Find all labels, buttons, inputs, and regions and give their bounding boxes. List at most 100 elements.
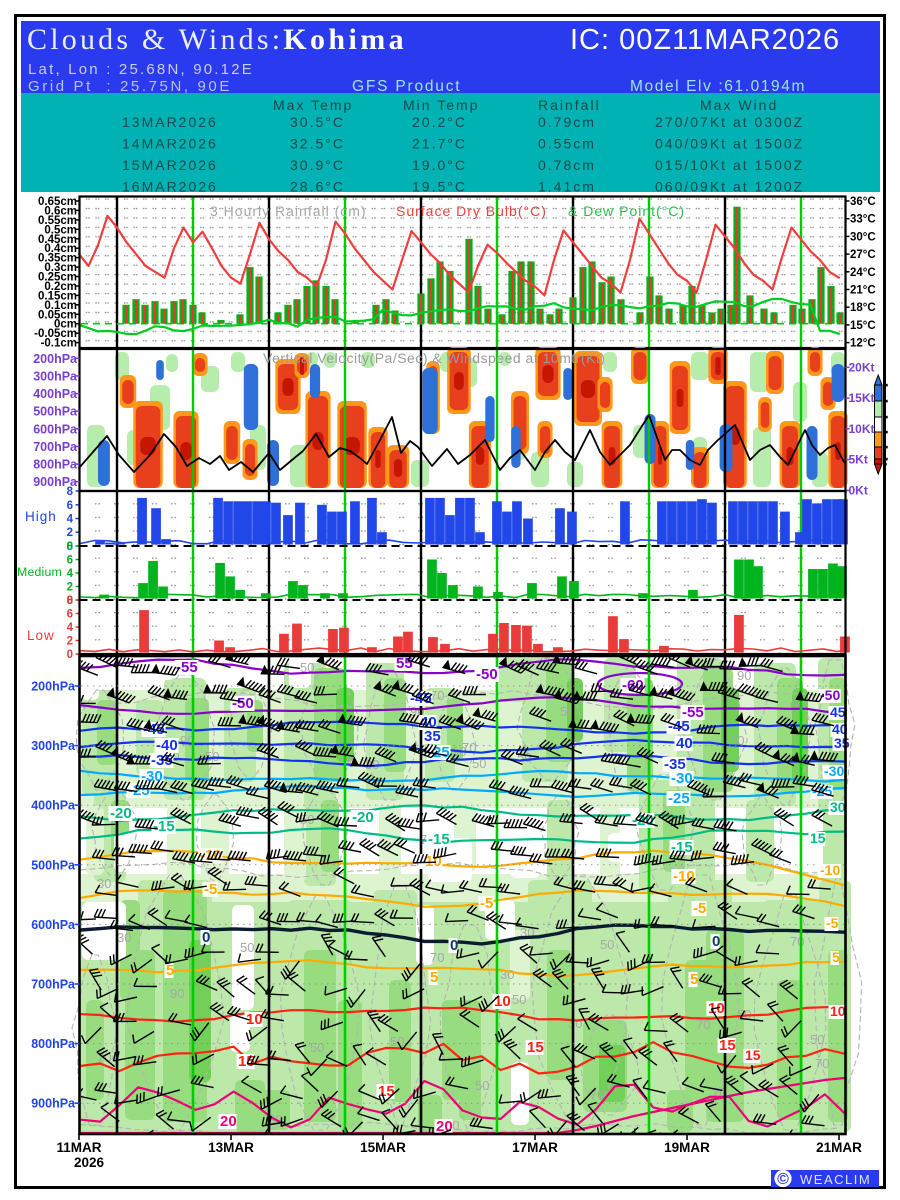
svg-text:0.55cm: 0.55cm: [38, 215, 77, 227]
svg-text:0.3cm: 0.3cm: [44, 262, 77, 274]
svg-text:50: 50: [300, 812, 314, 827]
svg-text:2: 2: [67, 527, 73, 539]
svg-text:400hPa: 400hPa: [31, 799, 76, 813]
svg-text:Lat, Lon : 25.68N, 90.12E: Lat, Lon : 25.68N, 90.12E: [28, 61, 254, 78]
svg-text:8: 8: [67, 595, 74, 607]
svg-text:8: 8: [67, 541, 74, 553]
svg-text:Low: Low: [27, 628, 55, 643]
svg-text:0.78cm: 0.78cm: [538, 157, 596, 173]
svg-text:-50: -50: [476, 666, 498, 683]
svg-text:33°C: 33°C: [850, 214, 876, 226]
svg-text:900hPa: 900hPa: [31, 1097, 76, 1111]
svg-text:21MAR: 21MAR: [816, 1140, 862, 1155]
svg-text:5: 5: [430, 969, 438, 986]
svg-text:70: 70: [590, 1087, 604, 1102]
svg-text:5Kt: 5Kt: [849, 453, 868, 467]
svg-text:040/09Kt at 1500Z: 040/09Kt at 1500Z: [655, 136, 804, 152]
svg-text:-5: -5: [693, 900, 706, 917]
svg-text:-35: -35: [664, 756, 686, 773]
svg-text:0.45cm: 0.45cm: [38, 234, 77, 246]
svg-text:GFS Product: GFS Product: [352, 78, 461, 95]
svg-text:15°C: 15°C: [850, 320, 876, 332]
svg-text:15: 15: [719, 1037, 736, 1054]
svg-text:015/10Kt at 1500Z: 015/10Kt at 1500Z: [655, 157, 804, 173]
svg-text:Rainfall: Rainfall: [538, 97, 601, 113]
svg-text:-0.1cm: -0.1cm: [41, 338, 77, 350]
svg-text:5: 5: [832, 949, 840, 965]
svg-text:40: 40: [676, 735, 693, 752]
svg-text:21°C: 21°C: [850, 285, 876, 297]
svg-text:30.5°C: 30.5°C: [290, 114, 345, 130]
svg-text:-25: -25: [428, 744, 450, 761]
svg-text:19MAR: 19MAR: [664, 1140, 710, 1155]
svg-text:8: 8: [67, 486, 74, 498]
svg-text:50: 50: [390, 1034, 404, 1049]
svg-text:19.0°C: 19.0°C: [412, 157, 467, 173]
svg-text:30°C: 30°C: [850, 231, 876, 243]
svg-text:Clouds & Winds:Kohima: Clouds & Winds:Kohima: [27, 23, 407, 56]
svg-text:15Kt: 15Kt: [849, 391, 875, 405]
svg-text:15MAR: 15MAR: [360, 1140, 406, 1155]
svg-text:-25: -25: [668, 790, 690, 807]
svg-text:6: 6: [67, 500, 73, 512]
svg-text:200hPa: 200hPa: [31, 680, 76, 694]
svg-text:50: 50: [730, 733, 744, 748]
svg-text:30: 30: [830, 799, 846, 815]
svg-text:©: ©: [777, 1171, 789, 1188]
svg-text:500hPa: 500hPa: [33, 405, 78, 419]
svg-text:27°C: 27°C: [850, 249, 876, 261]
svg-text:600hPa: 600hPa: [31, 918, 76, 932]
svg-text:0.65cm: 0.65cm: [38, 196, 77, 208]
svg-text:0.35cm: 0.35cm: [38, 253, 77, 265]
svg-text:14MAR2026: 14MAR2026: [122, 136, 218, 152]
svg-text:50: 50: [810, 1032, 824, 1047]
svg-text:IC: 00Z11MAR2026: IC: 00Z11MAR2026: [570, 24, 840, 56]
svg-text:0Kt: 0Kt: [849, 483, 868, 497]
svg-text:600hPa: 600hPa: [33, 422, 78, 436]
svg-text:-30: -30: [824, 763, 844, 779]
svg-text:2: 2: [67, 636, 73, 648]
svg-text:700hPa: 700hPa: [31, 978, 76, 992]
svg-text:-50: -50: [232, 695, 254, 712]
svg-text:70: 70: [815, 1056, 829, 1071]
svg-text:-55: -55: [682, 704, 704, 721]
svg-text:0: 0: [67, 649, 73, 661]
svg-text:0cm: 0cm: [54, 319, 77, 331]
svg-text:10: 10: [494, 993, 511, 1010]
svg-text:800hPa: 800hPa: [33, 458, 78, 472]
svg-text:-0.05cm: -0.05cm: [34, 328, 77, 340]
svg-text:-50: -50: [820, 687, 840, 703]
svg-text:0: 0: [450, 937, 458, 954]
svg-text:0: 0: [202, 929, 210, 946]
svg-text:90: 90: [737, 668, 751, 683]
svg-text:32.5°C: 32.5°C: [290, 136, 345, 152]
svg-text:Max Wind: Max Wind: [700, 97, 778, 113]
svg-text:400hPa: 400hPa: [33, 387, 78, 401]
svg-text:0.4cm: 0.4cm: [44, 243, 77, 255]
svg-text:2: 2: [67, 582, 73, 594]
svg-text:0.15cm: 0.15cm: [38, 290, 77, 302]
svg-text:Model Elv :61.0194m: Model Elv :61.0194m: [630, 78, 806, 95]
svg-text:0.1cm: 0.1cm: [44, 300, 77, 312]
svg-text:19.5°C: 19.5°C: [412, 179, 467, 195]
svg-text:15: 15: [810, 830, 826, 846]
svg-text:18°C: 18°C: [850, 302, 876, 314]
svg-text:17MAR: 17MAR: [512, 1140, 558, 1155]
svg-text:200hPa: 200hPa: [33, 352, 78, 366]
svg-text:5: 5: [166, 962, 174, 979]
svg-text:30: 30: [568, 1016, 582, 1031]
svg-text:24°C: 24°C: [850, 267, 876, 279]
svg-text:Medium: Medium: [17, 565, 62, 579]
svg-text:Min Temp: Min Temp: [403, 97, 479, 113]
svg-text:16MAR2026: 16MAR2026: [122, 179, 218, 195]
svg-text:50: 50: [600, 937, 614, 952]
svg-text:0: 0: [67, 541, 73, 553]
svg-text:0: 0: [67, 595, 73, 607]
svg-text:6: 6: [67, 555, 73, 567]
svg-text:300hPa: 300hPa: [31, 739, 76, 753]
svg-text:30: 30: [117, 930, 131, 945]
svg-text:35: 35: [424, 728, 441, 745]
svg-text:0.05cm: 0.05cm: [38, 309, 77, 321]
svg-text:70: 70: [430, 950, 444, 965]
svg-text:& Dew Point(°C): & Dew Point(°C): [568, 203, 685, 219]
